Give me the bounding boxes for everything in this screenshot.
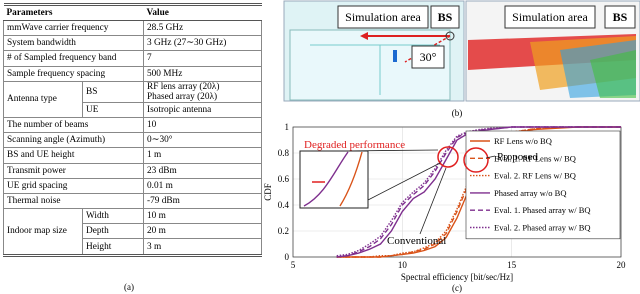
value-line: Isotropic antenna [147, 104, 212, 115]
row: Thermal noise -79 dBm [3, 192, 262, 210]
annotation: Conventional [387, 235, 446, 247]
room [289, 29, 451, 101]
label-box [430, 5, 460, 29]
value-line: 3 m [147, 241, 162, 252]
highlight-circle [463, 147, 489, 173]
bs-icon [445, 31, 455, 41]
row: Depth 20 m [4, 223, 262, 240]
bs-label: BS [613, 10, 628, 24]
row: Indoor map size Width 10 m [3, 208, 262, 256]
bs-label: BS [438, 10, 453, 24]
row: BS and UE height 1 m [3, 147, 262, 164]
simulation-image-left: Simulation area BS 30° [283, 0, 465, 102]
y-axis-label: CDF [263, 183, 273, 201]
legend-box [465, 130, 621, 240]
value-line: Phased array (20λ) [147, 91, 218, 102]
y-tick-label: 0 [285, 252, 290, 262]
pointer [485, 155, 496, 159]
annotation: Proposed [497, 151, 538, 163]
legend-label: Eval. 1. RF Lens w/ BQ [494, 153, 576, 163]
cell: Sample frequency spacing [3, 65, 144, 82]
x-tick-label: 5 [291, 260, 296, 270]
y-tick-label: 0.4 [278, 200, 290, 210]
row: Height 3 m [4, 238, 262, 256]
annotation: Degraded performance [304, 139, 405, 151]
pointer [339, 149, 439, 152]
series-line [336, 126, 621, 258]
x-axis-label: Spectral efficiency [bit/sec/Hz] [401, 272, 513, 282]
label-box [604, 5, 636, 29]
label-box [504, 5, 596, 29]
cell: 500 MHz [143, 65, 262, 82]
simulation-image-right: Simulation area BS [465, 0, 640, 102]
x-tick-label: 10 [398, 260, 408, 270]
row: The number of beams 10 [3, 116, 262, 134]
row: Sample frequency spacing 500 MHz [3, 65, 262, 82]
cell: 20 m [143, 223, 262, 240]
rays [590, 50, 636, 98]
area-label: Simulation area [345, 10, 421, 24]
label-box [411, 45, 445, 69]
pointer [367, 162, 441, 201]
legend-label: Eval. 1. Phased array w/ BQ [494, 205, 591, 215]
ue [393, 50, 397, 62]
legend-label: Phased array w/o BQ [494, 188, 566, 198]
caption: (b) [452, 108, 463, 118]
arrowhead [360, 32, 368, 40]
cell: Indoor map size [3, 208, 83, 256]
inset-curve [303, 151, 349, 207]
highlight-circle [437, 146, 459, 168]
x-tick-label: 15 [507, 260, 517, 270]
x-tick-label: 20 [617, 260, 627, 270]
y-tick-label: 0.8 [278, 148, 290, 158]
series-line [336, 126, 621, 257]
cell: Antenna type [3, 80, 83, 118]
value-line: 20 m [147, 226, 166, 237]
value-line: 10 m [147, 211, 166, 222]
parameter-table: Parameters Value mmWave carrier frequenc… [3, 3, 262, 257]
legend-label: Eval. 2. Phased array w/ BQ [494, 223, 591, 233]
axes-box [292, 126, 622, 258]
caption: (a) [124, 282, 134, 292]
inset-curve [339, 151, 363, 207]
caption: (c) [452, 283, 462, 293]
legend-label: RF Lens w/o BQ [494, 136, 552, 146]
area-label: Simulation area [512, 10, 588, 24]
cell: -79 dBm [143, 192, 262, 210]
pointer [419, 167, 447, 235]
series-line [336, 126, 621, 258]
cell: 3 m [143, 238, 262, 256]
angle-label: 30° [420, 50, 437, 64]
inset-box [299, 150, 369, 209]
legend-label: Eval. 2. RF Lens w/ BQ [494, 171, 576, 181]
y-tick-label: 0.2 [278, 226, 289, 236]
label-box [337, 5, 429, 29]
header-row: Parameters Value [3, 4, 262, 21]
y-tick-label: 1 [285, 122, 290, 132]
value-line: RF lens array (20λ) [147, 81, 220, 92]
y-tick-label: 0.6 [278, 174, 290, 184]
row: UE grid spacing 0.01 m [3, 177, 262, 194]
